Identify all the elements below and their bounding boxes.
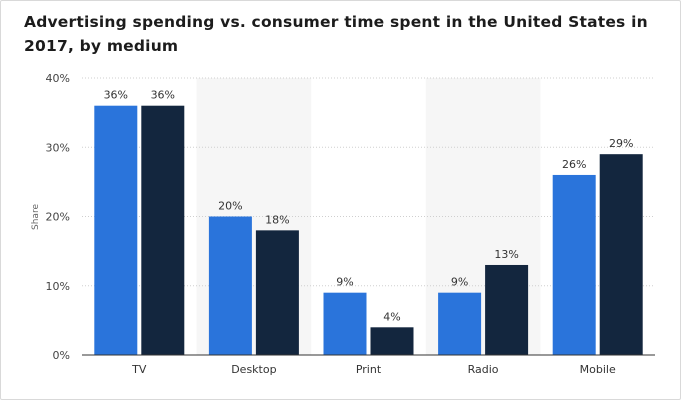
bar [552, 174, 596, 355]
data-label: 36% [104, 89, 128, 102]
data-label: 13% [494, 248, 518, 261]
bar [438, 292, 482, 355]
data-label: 18% [265, 213, 289, 226]
data-label: 20% [218, 200, 242, 213]
data-label: 9% [451, 276, 468, 289]
bar [599, 154, 643, 355]
bar [323, 292, 367, 355]
x-tick-label: Mobile [580, 363, 616, 376]
bar [255, 230, 299, 355]
data-label: 26% [562, 158, 586, 171]
x-tick-label: Radio [468, 363, 499, 376]
y-axis-label: Share [31, 204, 41, 230]
data-label: 29% [609, 137, 633, 150]
bar [370, 327, 414, 355]
y-tick-label: 30% [46, 141, 70, 154]
data-label: 4% [383, 310, 400, 323]
y-tick-label: 0% [53, 349, 70, 362]
bar [141, 105, 185, 355]
x-tick-label: Print [356, 363, 382, 376]
y-tick-label: 40% [46, 72, 70, 85]
bar [208, 216, 252, 355]
data-label: 36% [151, 89, 175, 102]
y-tick-label: 20% [46, 211, 70, 224]
x-tick-label: TV [131, 363, 147, 376]
bar [485, 264, 529, 355]
y-tick-label: 10% [46, 280, 70, 293]
x-tick-label: Desktop [231, 363, 276, 376]
bar [94, 105, 138, 355]
data-label: 9% [336, 276, 353, 289]
chart-title: Advertising spending vs. consumer time s… [24, 13, 648, 55]
